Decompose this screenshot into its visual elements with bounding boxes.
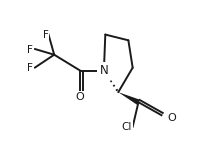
Text: F: F xyxy=(27,45,33,55)
Text: N: N xyxy=(100,64,108,77)
Text: F: F xyxy=(27,63,33,73)
Text: F: F xyxy=(43,30,48,40)
Text: O: O xyxy=(76,92,84,102)
Text: Cl: Cl xyxy=(122,122,132,132)
Text: O: O xyxy=(167,113,176,123)
Polygon shape xyxy=(118,92,140,105)
